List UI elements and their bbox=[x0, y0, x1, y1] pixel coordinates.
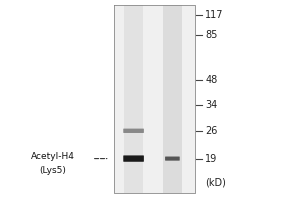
Text: (kD): (kD) bbox=[205, 177, 226, 187]
Bar bbox=[124, 5, 143, 193]
Text: 26: 26 bbox=[205, 126, 218, 136]
Bar bbox=[163, 5, 182, 193]
Text: 48: 48 bbox=[205, 75, 218, 85]
Text: Acetyl-H4: Acetyl-H4 bbox=[31, 152, 75, 161]
FancyBboxPatch shape bbox=[123, 129, 144, 133]
Text: 85: 85 bbox=[205, 30, 218, 40]
Text: 34: 34 bbox=[205, 100, 218, 110]
Text: 19: 19 bbox=[205, 154, 218, 164]
Text: 117: 117 bbox=[205, 10, 224, 20]
FancyBboxPatch shape bbox=[165, 157, 180, 161]
Text: (Lys5): (Lys5) bbox=[40, 166, 66, 175]
Bar bbox=[114, 5, 195, 193]
FancyBboxPatch shape bbox=[123, 155, 144, 162]
